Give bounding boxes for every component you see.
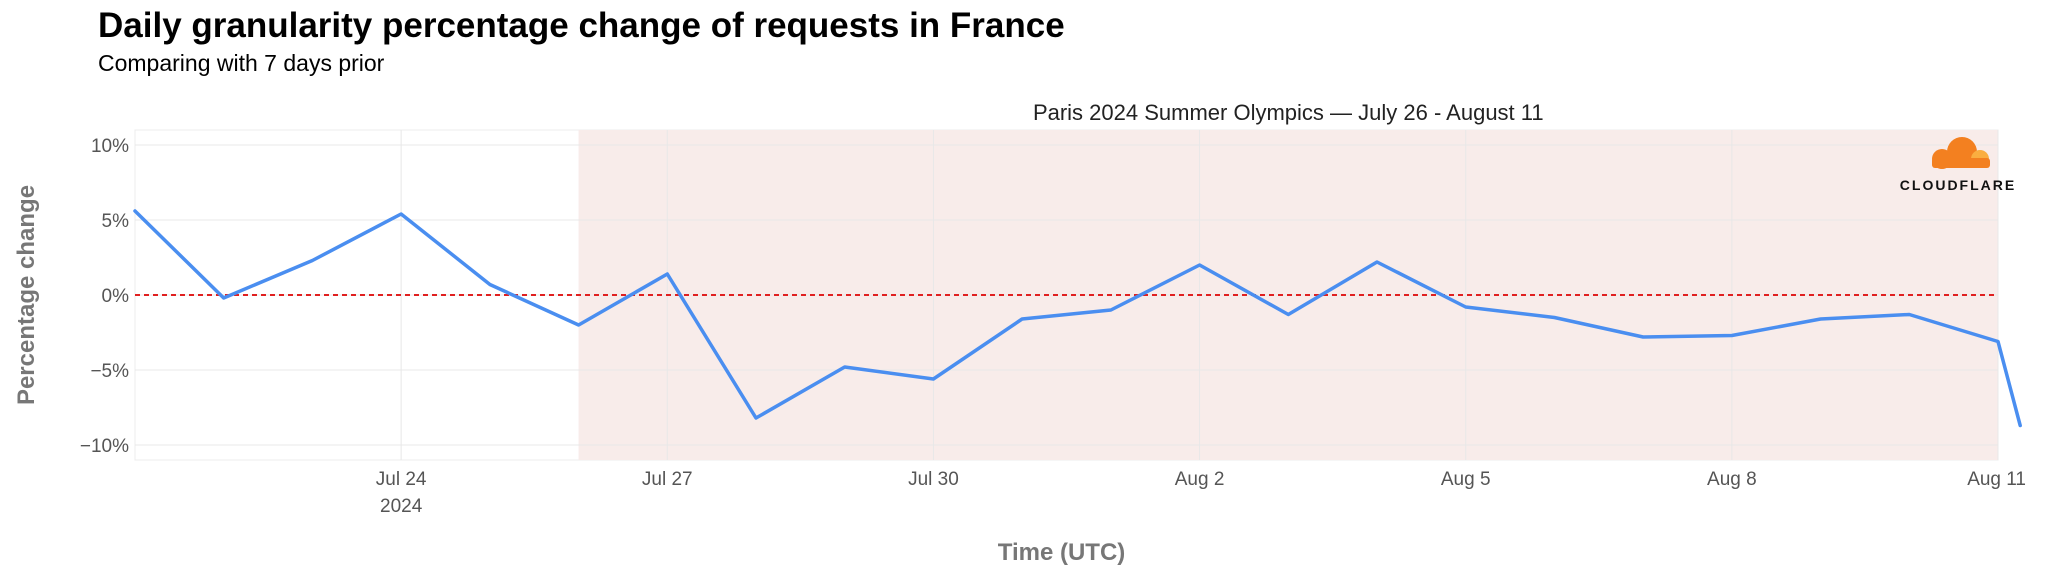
x-tick-label: Aug 5 [1441,469,1491,490]
y-tick-label: 0% [102,286,130,307]
x-axis-title: Time (UTC) [998,539,1126,566]
highlight-layer: Paris 2024 Summer Olympics — July 26 - A… [134,100,1999,461]
y-tick-label: −10% [80,436,129,457]
y-tick-label: 10% [91,136,129,157]
logo-text: CLOUDFLARE [1900,177,2016,193]
axes-layer: 10% 5% 0% −5% −10% Jul 24 2024 Jul 27 Jul 30 Aug … [13,136,2026,566]
x-tick-label: Jul 30 [908,469,959,490]
x-tick-label: Aug 8 [1707,469,1757,490]
x-tick-sublabel: 2024 [380,496,423,517]
highlight-label: Paris 2024 Summer Olympics — July 26 - A… [1033,100,1544,125]
cloudflare-logo: CLOUDFLARE [1900,137,2016,193]
series-layer [133,209,2022,428]
y-tick-label: 5% [102,211,130,232]
y-axis-title: Percentage change [13,185,40,405]
chart-title: Daily granularity percentage change of r… [98,6,1065,45]
cloud-icon-base [1932,158,1990,168]
x-tick-label: Jul 24 [376,469,427,490]
x-tick-label: Jul 27 [642,469,693,490]
x-tick-label: Aug 11 [1967,469,2026,490]
chart-subtitle: Comparing with 7 days prior [98,50,385,76]
x-tick-label: Aug 2 [1175,469,1225,490]
y-tick-label: −5% [90,361,129,382]
